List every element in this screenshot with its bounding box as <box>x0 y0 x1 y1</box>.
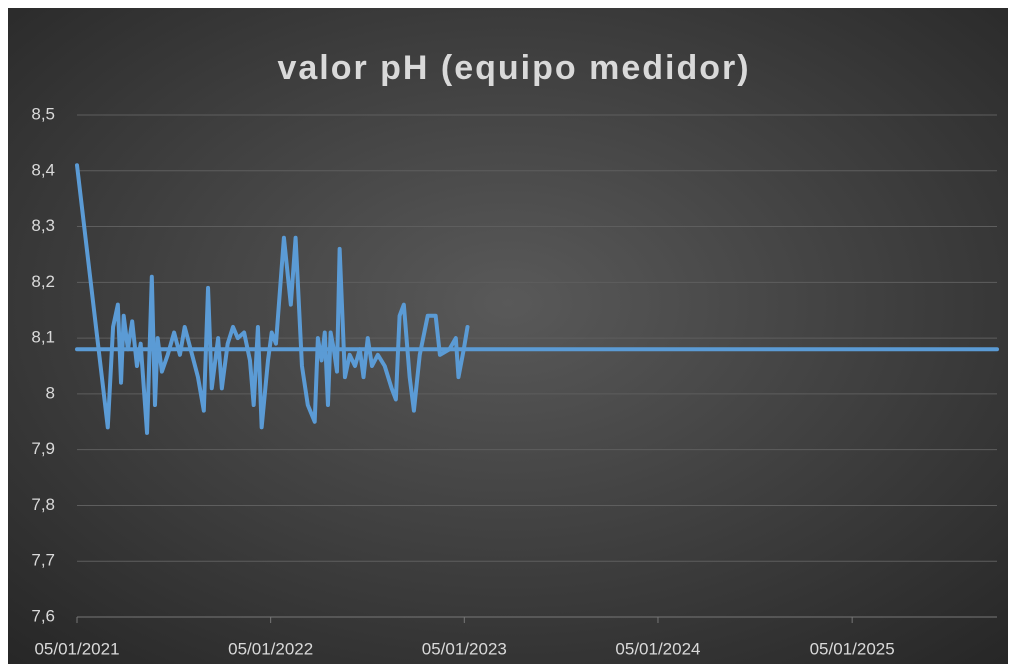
chart-title: valor pH (equipo medidor) <box>277 49 750 87</box>
x-tick-label: 05/01/2021 <box>34 639 119 658</box>
y-tick-label: 8,4 <box>31 160 55 179</box>
data-line <box>75 163 470 435</box>
x-tick-label: 05/01/2022 <box>228 639 313 658</box>
y-tick-label: 7,8 <box>31 495 55 514</box>
y-tick-label: 8,2 <box>31 272 55 291</box>
y-tick-label: 8,3 <box>31 216 55 235</box>
y-tick-label: 8 <box>46 383 55 402</box>
y-tick-label: 7,7 <box>31 551 55 570</box>
y-tick-label: 8,5 <box>31 104 55 123</box>
x-tick-label: 05/01/2024 <box>615 639 700 658</box>
x-tick-label: 05/01/2025 <box>810 639 895 658</box>
y-tick-label: 8,1 <box>31 328 55 347</box>
y-tick-label: 7,9 <box>31 439 55 458</box>
chart-background <box>8 8 1008 664</box>
x-tick-label: 05/01/2023 <box>422 639 507 658</box>
y-tick-label: 7,6 <box>31 606 55 625</box>
